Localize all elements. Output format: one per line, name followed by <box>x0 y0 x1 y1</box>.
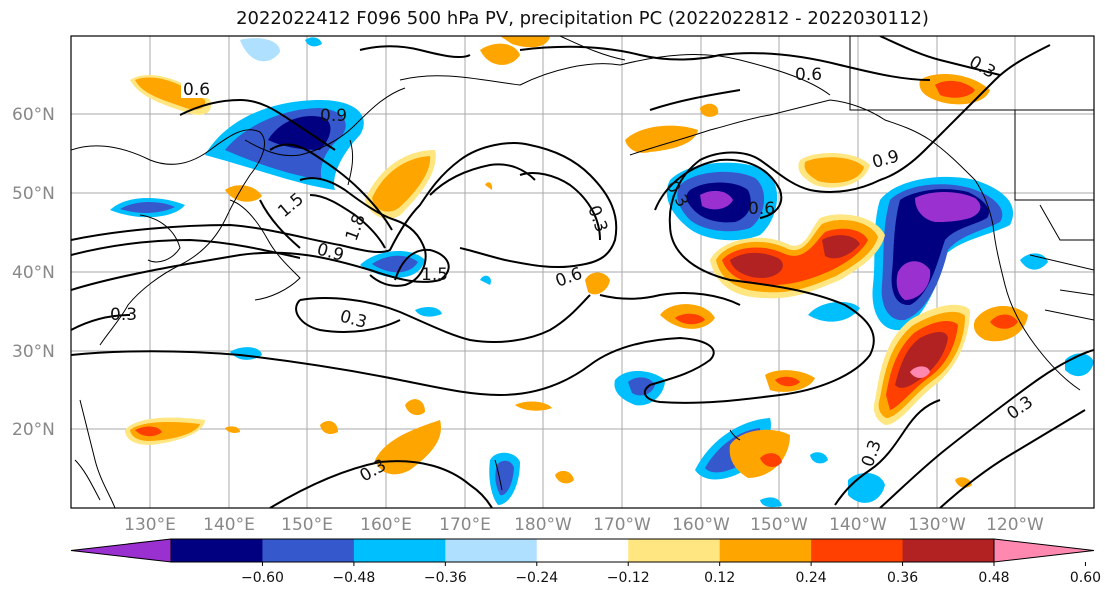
colorbar-extend-max <box>993 538 1095 563</box>
lat-label: 30°N <box>12 342 55 362</box>
colorbar-tick-label: −0.48 <box>332 570 375 586</box>
lat-label: 20°N <box>12 420 55 440</box>
colorbar-tick-label: −0.60 <box>241 570 284 586</box>
lon-label: 150°W <box>750 515 808 535</box>
colorbar-tick-label: 0.12 <box>704 570 735 586</box>
colorbar-segment <box>536 539 629 562</box>
colorbar-frame <box>170 538 995 563</box>
lon-label: 160°E <box>360 515 412 535</box>
colorbar-tick-label: −0.24 <box>515 570 558 586</box>
colorbar-tick-label: 0.60 <box>1070 570 1101 586</box>
lon-label: 120°W <box>986 515 1044 535</box>
lat-label: 50°N <box>12 184 55 204</box>
colorbar-segment <box>353 539 446 562</box>
lon-label: 180°W <box>514 515 572 535</box>
colorbar-segment <box>262 539 355 562</box>
colorbar-tick-label: −0.12 <box>607 570 650 586</box>
lon-label: 160°W <box>672 515 730 535</box>
colorbar-extend-min <box>70 538 172 563</box>
contour-label: 0.6 <box>183 80 210 100</box>
map-title: 2022022412 F096 500 hPa PV, precipitatio… <box>236 8 929 29</box>
lat-label: 60°N <box>12 105 55 125</box>
colorbar-segment <box>171 539 263 562</box>
lon-label: 130°E <box>124 515 176 535</box>
colorbar-segment <box>811 539 904 562</box>
colorbar-segment <box>628 539 721 562</box>
colorbar: −0.60 −0.48 −0.36 −0.24 −0.12 0.12 0.24 0.36 0.4… <box>70 538 1101 586</box>
lon-label: 170°E <box>439 515 491 535</box>
coastlines <box>71 36 1094 508</box>
latitude-labels: 60°N 50°N 40°N 30°N 20°N <box>12 105 55 440</box>
colorbar-tick-label: 0.48 <box>978 570 1009 586</box>
colorbar-segment <box>445 539 538 562</box>
lon-label: 140°W <box>829 515 887 535</box>
positive-precip-shading <box>125 36 1028 488</box>
colorbar-segment <box>902 539 995 562</box>
colorbar-tick-label: 0.36 <box>887 570 918 586</box>
lon-label: 170°W <box>593 515 651 535</box>
lat-label: 40°N <box>12 263 55 283</box>
longitude-labels: 130°E 140°E 150°E 160°E 170°E 180°W 170°… <box>124 515 1044 535</box>
map-frame <box>70 35 1095 509</box>
colorbar-tick-label: −0.36 <box>424 570 467 586</box>
contour-label: 1.5 <box>421 265 448 285</box>
contour-label-bg <box>181 78 213 98</box>
contour-label: 0.3 <box>110 305 137 325</box>
contour-label: 0.9 <box>320 106 347 126</box>
lon-label: 130°W <box>908 515 966 535</box>
colorbar-tick-label: 0.24 <box>796 570 827 586</box>
pv-contours <box>71 36 1094 508</box>
contour-label: 0.6 <box>748 199 775 219</box>
contour-label: 0.6 <box>795 65 822 85</box>
colorbar-segment <box>719 539 812 562</box>
graticule <box>71 36 1094 508</box>
lon-label: 150°E <box>281 515 333 535</box>
lon-label: 140°E <box>203 515 255 535</box>
